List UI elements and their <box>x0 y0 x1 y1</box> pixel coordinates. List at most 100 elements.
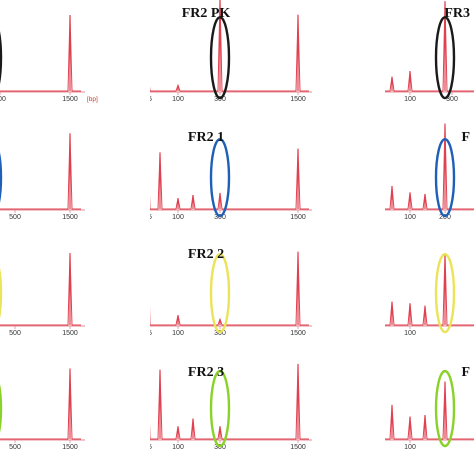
x-tick-label: 15 <box>144 96 152 103</box>
trace-line <box>0 133 81 210</box>
x-tick-label: 1500 <box>290 96 306 103</box>
trace-line <box>0 253 81 326</box>
x-tick-label: 100 <box>172 330 184 337</box>
y-tick-label: 0 <box>127 324 131 331</box>
trace-line <box>150 251 309 326</box>
yellow-highlight-ellipse <box>434 253 456 334</box>
y-unit-label: [FU] <box>121 356 133 363</box>
y-tick-label: 50 <box>355 399 363 406</box>
panel-r0c1: 100 50 0 [FU] 15 100 300 1500 [bp] FR2 PK <box>119 0 326 103</box>
y-tick-label: 60 <box>123 243 131 250</box>
x-tick-label: 500 <box>9 330 21 337</box>
y-tick-label: 80 <box>123 360 131 367</box>
x-tick-label: 500 <box>9 444 21 451</box>
y-tick-label: 0 <box>127 438 131 445</box>
panel-title: FR2 2 <box>188 247 224 262</box>
yellow-highlight-ellipse <box>0 267 3 319</box>
panel-title: FR3 <box>444 6 470 21</box>
x-tick-label: 100 <box>172 444 184 451</box>
blue-highlight-ellipse <box>0 152 3 203</box>
y-tick-label: 60 <box>123 379 131 386</box>
x-tick-label: 100 <box>172 96 184 103</box>
x-tick-label: 1500 <box>290 444 306 451</box>
trace-line <box>150 363 309 440</box>
y-tick-label: 40 <box>123 270 131 277</box>
y-unit-label: [FU] <box>353 2 365 9</box>
x-tick-label: 100 <box>404 214 416 221</box>
x-tick-label: 300 <box>446 96 458 103</box>
y-tick-label: 100 <box>119 6 131 13</box>
x-tick-label: 15 <box>376 96 384 103</box>
panel-r2c0: 500 1500 <box>0 253 85 337</box>
x-tick-label: 300 <box>214 444 226 451</box>
x-tick-label: 300 <box>214 96 226 103</box>
x-tick-label: 1500 <box>62 214 78 221</box>
x-tick-label: 15 <box>376 330 384 337</box>
y-tick-label: 0 <box>359 324 363 331</box>
panel-r3c0: 500 1500 <box>0 368 85 451</box>
panel-title: FR2 1 <box>188 130 224 145</box>
x-unit-label: [bp] <box>315 96 326 103</box>
x-tick-label: 1500 <box>290 330 306 337</box>
y-tick-label: 0 <box>127 208 131 215</box>
y-tick-label: 40 <box>123 399 131 406</box>
x-tick-label: 200 <box>439 214 451 221</box>
x-tick-label: 15 <box>144 330 152 337</box>
y-unit-label: [FU] <box>121 124 133 131</box>
y-tick-label: 0 <box>359 90 363 97</box>
y-tick-label: 50 <box>123 181 131 188</box>
trace-line <box>0 368 81 440</box>
x-tick-label: 300 <box>214 214 226 221</box>
y-tick-label: 50 <box>355 283 363 290</box>
x-tick-label: 100 <box>404 444 416 451</box>
blue-highlight-ellipse <box>434 138 456 218</box>
x-tick-label: 100 <box>404 330 416 337</box>
y-tick-label: 20 <box>123 418 131 425</box>
y-tick-label: 100 <box>351 243 363 250</box>
trace-line <box>150 148 309 210</box>
y-unit-label: [FU] <box>121 239 133 246</box>
panel-r1c0: 500 1500 <box>0 133 85 221</box>
black-highlight-ellipse <box>209 16 231 100</box>
x-tick-label: 100 <box>404 96 416 103</box>
y-tick-label: 0 <box>127 90 131 97</box>
black-highlight-ellipse <box>434 16 456 100</box>
y-unit-label: [FU] <box>353 124 365 131</box>
yellow-highlight-ellipse <box>209 253 231 334</box>
x-tick-label: 15 <box>144 214 152 221</box>
x-unit-label: [bp] <box>315 330 326 337</box>
trace-line <box>385 381 474 440</box>
panel-r3c1: 80 60 40 20 0 [FU] 15 100 300 1500 FR2 3 <box>121 356 312 451</box>
panel-title: F <box>461 130 470 145</box>
panel-r2c1: 60 40 20 0 [FU] 15 100 300 1500 [bp] FR2 2 <box>121 239 326 337</box>
y-tick-label: 0 <box>359 208 363 215</box>
y-tick-label: 50 <box>123 48 131 55</box>
y-tick-label: 20 <box>123 297 131 304</box>
black-highlight-ellipse <box>0 31 3 85</box>
blue-highlight-ellipse <box>209 138 231 218</box>
panel-title: F <box>461 365 470 380</box>
trace-line <box>385 253 474 326</box>
y-tick-label: 150 <box>119 128 131 135</box>
y-tick-label: 100 <box>351 128 363 135</box>
x-tick-label: 1500 <box>62 330 78 337</box>
y-unit-label: [FU] <box>353 356 365 363</box>
panel-r1c2: 100 50 0 [FU] 15 100 200 F <box>351 123 474 221</box>
trace-line <box>0 14 81 92</box>
y-unit-label: [FU] <box>121 2 133 9</box>
y-tick-label: 100 <box>351 360 363 367</box>
x-tick-label: 300 <box>214 330 226 337</box>
y-tick-label: 100 <box>119 154 131 161</box>
panel-r2c2: 100 50 0 [FU] 15 100 <box>351 243 474 337</box>
green-highlight-ellipse <box>0 383 3 434</box>
y-tick-label: 100 <box>351 6 363 13</box>
x-tick-label: 1500 <box>290 214 306 221</box>
x-tick-label: 15 <box>144 444 152 451</box>
x-tick-label: 1500 <box>62 444 78 451</box>
panel-r1c1: 150 100 50 0 [FU] 15 100 300 1500 [bp] FR2 1 <box>119 124 326 221</box>
x-unit-label: [bp] <box>315 214 326 221</box>
x-tick-label: 15 <box>376 444 384 451</box>
panel-title: FR2 3 <box>188 365 224 380</box>
